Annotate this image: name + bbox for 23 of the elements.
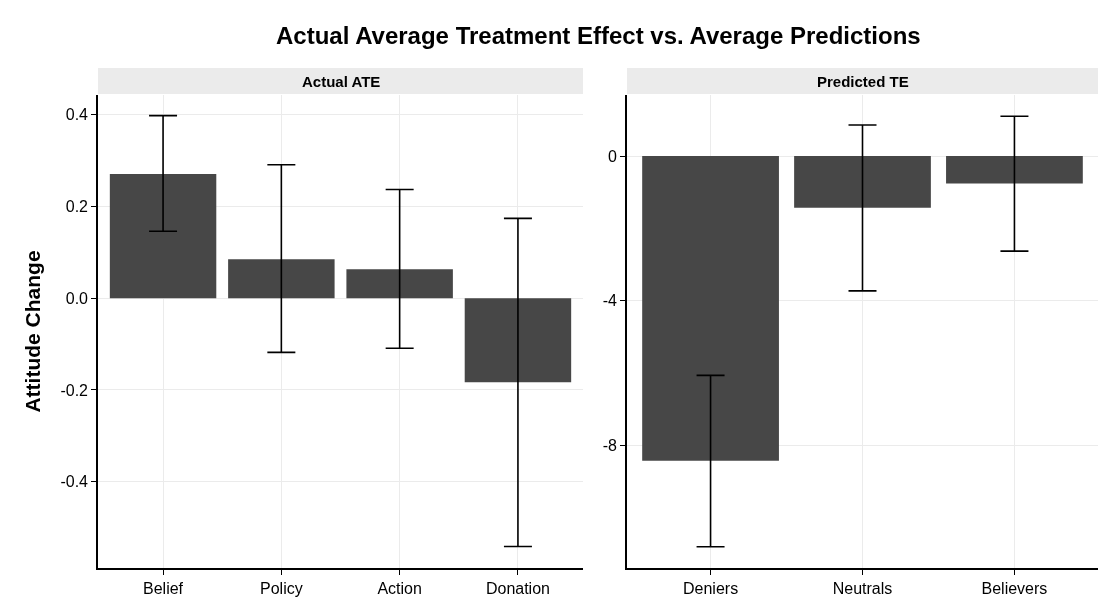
chart-subtitle: Predicted TE [817, 73, 909, 90]
bar [346, 269, 453, 299]
x-tick-label: Policy [260, 580, 303, 597]
y-tick-label: -0.2 [60, 381, 89, 399]
y-axis-title: Attitude Change [21, 250, 45, 413]
chart-subtitle: Actual ATE [302, 73, 381, 90]
x-tick-label: Deniers [682, 580, 739, 597]
x-tick-label: Action [377, 580, 422, 597]
y-tick-label: 0.0 [65, 289, 89, 307]
y-tick-label: -8 [602, 436, 618, 454]
y-tick-label: 0.4 [65, 106, 89, 124]
y-tick-label: 0 [608, 147, 618, 165]
x-tick-label: Donation [485, 580, 550, 597]
y-tick-label: -0.4 [60, 473, 89, 491]
y-tick-label: 0.2 [65, 198, 89, 216]
y-tick-label: -4 [602, 292, 618, 310]
x-tick-label: Believers [981, 580, 1048, 597]
bar [109, 173, 217, 299]
bar [228, 259, 335, 299]
x-tick-label: Belief [143, 580, 184, 597]
x-tick-label: Neutrals [832, 580, 893, 597]
chart-title: Actual Average Treatment Effect vs. Average Predictions [276, 22, 921, 49]
bar [464, 298, 572, 383]
